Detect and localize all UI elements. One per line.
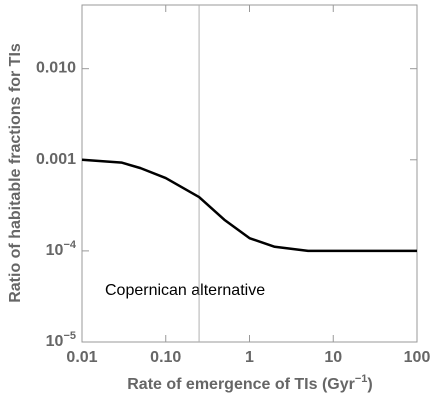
x-axis-label-main: Rate of emergence of TIs (Gyr	[127, 376, 355, 393]
x-axis-label-exponent: −1	[355, 373, 368, 385]
y-tick-label-base: 10	[46, 242, 64, 259]
y-tick-label-exponent: −4	[63, 239, 76, 251]
x-tick-label: 100	[404, 349, 431, 366]
x-axis-label-end: )	[367, 376, 372, 393]
data-line	[81, 158, 417, 253]
x-tick-label: 10	[324, 349, 342, 366]
y-tick-label: 0.001	[36, 151, 76, 168]
y-tick-label: 0.010	[36, 60, 76, 77]
x-tick-label: 0.01	[66, 349, 97, 366]
y-tick-label: 10−5	[46, 330, 76, 350]
x-tick-label: 1	[245, 349, 254, 366]
annotation: Copernican alternative	[105, 282, 265, 299]
y-tick-label-base: 10	[46, 333, 64, 350]
x-tick-label: 0.10	[150, 349, 181, 366]
y-tick-label-base: 0.010	[36, 60, 76, 77]
y-axis-label: Ratio of habitable fractions for TIs	[7, 43, 24, 303]
x-axis-label: Rate of emergence of TIs (Gyr−1)	[127, 373, 373, 393]
y-tick-label-exponent: −5	[63, 330, 76, 342]
y-tick-label: 10−4	[46, 239, 77, 259]
